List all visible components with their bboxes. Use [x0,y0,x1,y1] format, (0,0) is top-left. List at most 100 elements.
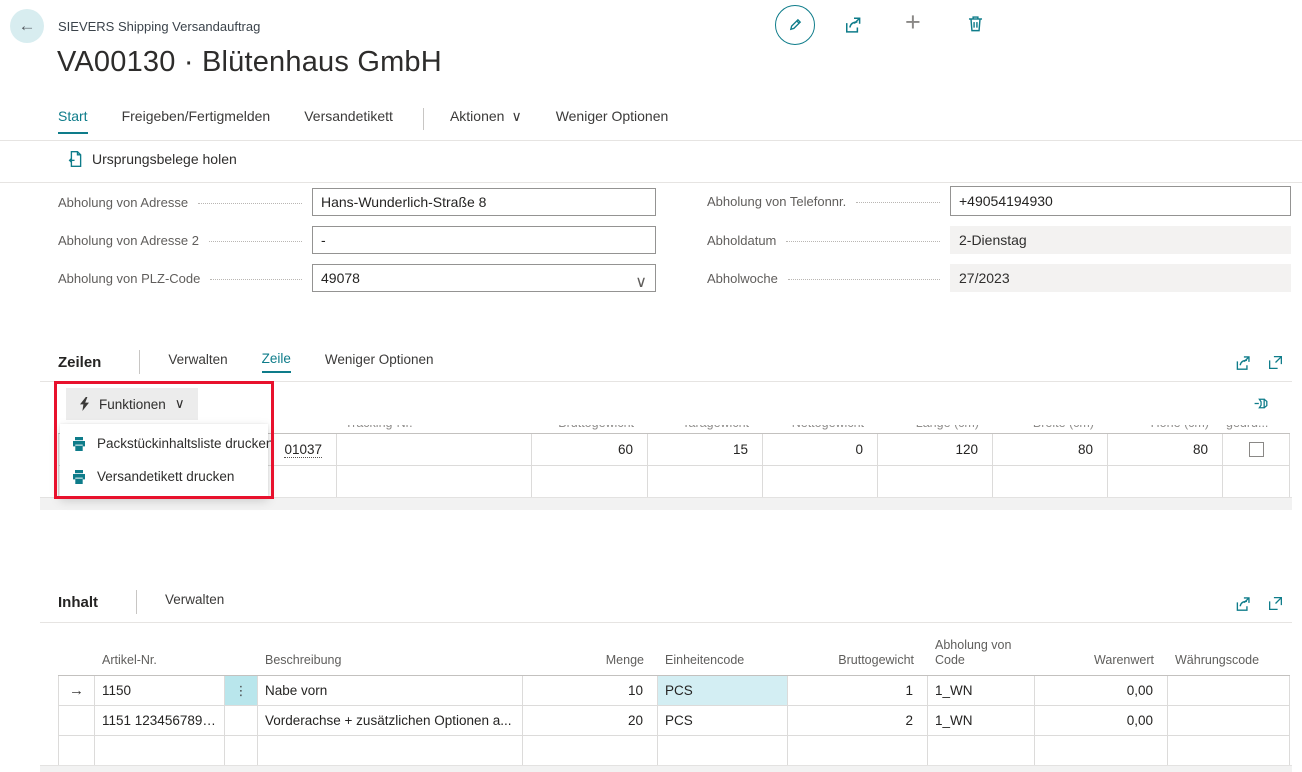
divider [136,590,137,614]
back-button[interactable]: ← [10,9,44,43]
laenge-cell[interactable]: 120 [878,434,993,465]
empty-cell[interactable] [763,466,878,497]
waehrungscode-cell[interactable] [1168,676,1290,705]
beschreibung-cell[interactable] [258,736,523,765]
warenwert-cell[interactable]: 0,00 [1035,676,1168,705]
bruttogewicht-cell[interactable]: 1 [788,676,928,705]
printer-icon [71,469,87,485]
inhalt-expand-button[interactable] [1267,595,1284,612]
edit-button[interactable] [775,5,815,45]
pin-icon[interactable] [1253,395,1270,412]
gedruckt-checkbox[interactable] [1248,442,1264,457]
share-button[interactable] [843,15,863,35]
empty-cell[interactable] [1108,466,1223,497]
menge-cell[interactable]: 10 [523,676,658,705]
einheitencode-cell[interactable]: PCS [658,676,788,705]
inhalt-row-2: 1151 1234567890... Vorderachse + zusätzl… [58,705,1290,735]
bruttogewicht-cell[interactable]: 2 [788,706,928,735]
menu-item-packstueckinhaltsliste-drucken[interactable]: Packstückinhaltsliste drucken [60,427,273,460]
bruttogewicht-cell[interactable]: 60 [532,434,648,465]
funktionen-button[interactable]: Funktionen ∨ [66,388,198,420]
menge-cell[interactable] [523,736,658,765]
abholung-plz-input[interactable] [312,264,656,292]
beschreibung-cell[interactable]: Vorderachse + zusätzlichen Optionen a... [258,706,523,735]
empty-cell[interactable] [993,466,1108,497]
field-label-abholung-adresse: Abholung von Adresse [58,194,189,210]
row-menu-cell[interactable]: ⋮ [225,676,258,705]
tab-aktionen[interactable]: Aktionen ∨ [449,108,522,124]
chevron-down-icon: ∨ [511,108,522,124]
warenwert-cell[interactable] [1035,736,1168,765]
new-button[interactable]: + [905,9,921,36]
abholung-adresse-input[interactable] [312,188,656,216]
tab-start[interactable]: Start [58,108,88,134]
empty-cell[interactable] [58,466,337,497]
inhalt-share-button[interactable] [1234,595,1252,613]
menu-item-versandetikett-drucken[interactable]: Versandetikett drucken [60,460,268,493]
inhalt-section-header: Inhalt Verwalten [58,590,258,614]
packstueck-cell[interactable]: 01037 [58,434,337,465]
field-label-abholwoche: Abholwoche [707,270,778,286]
tab-freigeben-fertigmelden[interactable]: Freigeben/Fertigmelden [121,108,271,124]
taragewicht-cell[interactable]: 15 [648,434,763,465]
row-menu-cell[interactable] [225,736,258,765]
menge-cell[interactable]: 20 [523,706,658,735]
empty-cell[interactable] [532,466,648,497]
bruttogewicht-cell[interactable] [788,736,928,765]
ellipsis-icon: ⋮ [234,682,248,698]
zeilen-share-button[interactable] [1234,354,1252,372]
inhalt-row-3 [58,735,1290,765]
waehrungscode-cell[interactable] [1168,736,1290,765]
inhalt-tab-verwalten[interactable]: Verwalten [165,592,225,607]
zeilen-tab-zeile[interactable]: Zeile [261,351,291,373]
get-source-documents-action[interactable]: Ursprungsbelege holen [66,150,237,168]
einheitencode-cell[interactable] [658,736,788,765]
artikel-cell[interactable]: 1151 1234567890... [95,706,225,735]
waehrungscode-cell[interactable] [1168,706,1290,735]
page-title: VA00130 · Blütenhaus GmbH [57,46,442,78]
zeilen-tab-verwalten[interactable]: Verwalten [168,352,228,367]
field-label-abholung-adresse2: Abholung von Adresse 2 [58,232,199,248]
zeilen-title: Zeilen [58,353,102,371]
abholung-telefonnr-input[interactable] [950,186,1291,216]
row-menu-cell[interactable] [225,706,258,735]
tracking-cell[interactable] [337,434,532,465]
share-icon [1234,354,1252,372]
field-label-abholung-plz: Abholung von PLZ-Code [58,270,201,286]
divider [139,350,141,374]
inhalt-table: Artikel-Nr. Beschreibung Menge Einheiten… [58,623,1290,765]
back-arrow-icon: ← [18,16,36,35]
chevron-down-icon[interactable]: ∨ [635,274,647,291]
col-menge: Menge [605,653,644,667]
breite-cell[interactable]: 80 [993,434,1108,465]
artikel-cell[interactable]: 1150 [95,676,225,705]
abholung-von-code-cell[interactable]: 1_WN [928,706,1035,735]
tab-versandetikett[interactable]: Versandetikett [304,108,393,124]
delete-button[interactable] [966,14,985,33]
abholung-von-code-cell[interactable]: 1_WN [928,676,1035,705]
empty-cell[interactable] [337,466,532,497]
beschreibung-cell[interactable]: Nabe vorn [258,676,523,705]
hoehe-cell[interactable]: 80 [1108,434,1223,465]
abholung-von-code-cell[interactable] [928,736,1035,765]
nettogewicht-cell[interactable]: 0 [763,434,878,465]
warenwert-cell[interactable]: 0,00 [1035,706,1168,735]
abholwoche-value: 27/2023 [950,264,1291,292]
einheitencode-cell[interactable]: PCS [658,706,788,735]
tab-weniger-optionen[interactable]: Weniger Optionen [555,108,669,124]
empty-cell[interactable] [1223,466,1290,497]
funktionen-label: Funktionen [99,396,166,412]
zeilen-expand-button[interactable] [1267,354,1284,371]
share-icon [843,15,863,35]
zeilen-row-2 [58,465,1290,497]
abholung-adresse2-input[interactable] [312,226,656,254]
packstueck-link[interactable]: 01037 [284,441,322,458]
field-label-abholung-telefonnr: Abholung von Telefonnr. [707,193,847,209]
dotted-leader [786,230,940,242]
zeilen-tab-weniger-optionen[interactable]: Weniger Optionen [324,352,434,367]
active-row-indicator: → [58,676,95,705]
empty-cell[interactable] [878,466,993,497]
artikel-cell[interactable] [95,736,225,765]
empty-cell[interactable] [648,466,763,497]
context-title: SIEVERS Shipping Versandauftrag [58,19,261,34]
